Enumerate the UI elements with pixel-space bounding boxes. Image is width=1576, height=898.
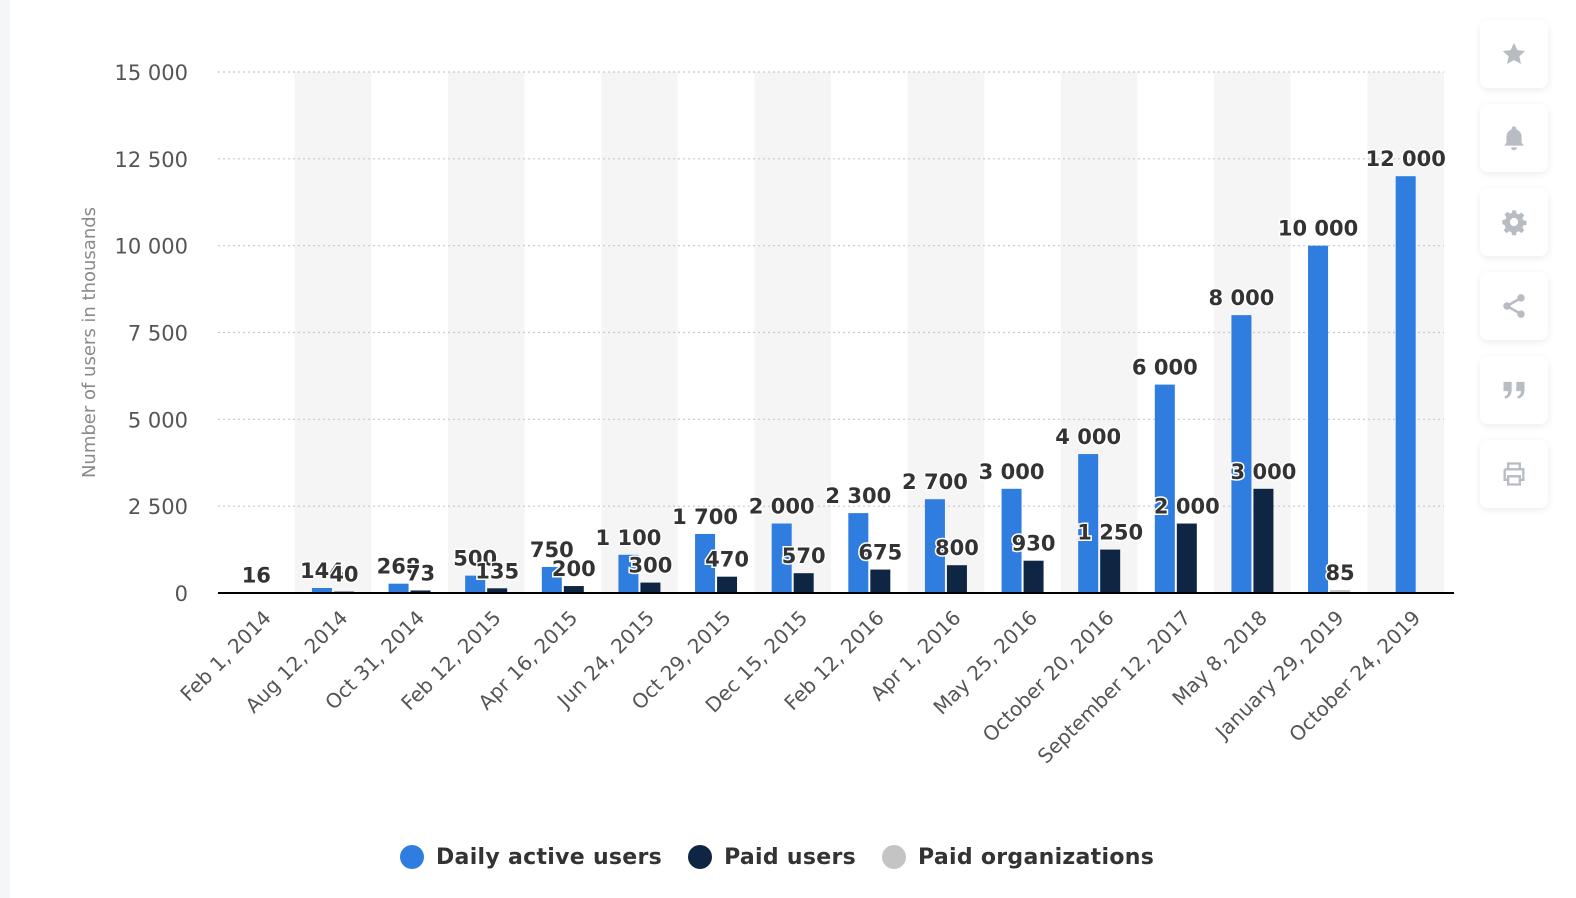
data-label: 85 — [1325, 561, 1354, 585]
data-label: 800 — [935, 536, 979, 560]
bar-daily-active-users — [1395, 176, 1416, 593]
data-label: 300 — [629, 554, 673, 578]
gear-icon — [1502, 210, 1527, 236]
bar-daily-active-users — [695, 533, 716, 593]
bar-daily-active-users — [1078, 454, 1099, 593]
data-label: 12 000 — [1366, 147, 1446, 171]
bar-daily-active-users — [388, 583, 409, 593]
legend-item-paid-organizations[interactable]: Paid organizations — [882, 845, 1154, 870]
data-label: 2 000 — [1154, 495, 1220, 519]
y-tick-label: 7 500 — [128, 322, 188, 346]
chart-legend: Daily active users Paid users Paid organ… — [400, 840, 1154, 874]
data-label: 1 100 — [596, 526, 662, 550]
data-label: 200 — [552, 557, 596, 581]
bar-daily-active-users — [1308, 245, 1329, 593]
bell-icon — [1504, 126, 1524, 151]
y-tick-label: 5 000 — [128, 408, 188, 432]
y-tick-label: 0 — [175, 582, 188, 606]
chart-toolbar — [1480, 20, 1548, 524]
x-tick-label: January 29, 2019 — [1209, 606, 1348, 745]
bar-daily-active-users — [1231, 315, 1252, 593]
data-label: 1 250 — [1077, 521, 1143, 545]
data-label: 2 000 — [749, 495, 815, 519]
data-label: 144 — [300, 559, 344, 583]
bar-paid-users — [1023, 560, 1044, 593]
x-tick-label: October 20, 2016 — [978, 606, 1119, 747]
settings-button[interactable] — [1480, 188, 1548, 256]
data-label: 1 700 — [672, 505, 738, 529]
data-label: 500 — [453, 547, 497, 571]
data-label: 268 — [377, 555, 421, 579]
bar-daily-active-users — [1154, 384, 1175, 593]
data-label: 570 — [782, 544, 826, 568]
quote-icon — [1503, 381, 1525, 399]
bar-paid-users — [793, 573, 814, 593]
bar-paid-users — [563, 586, 584, 593]
legend-dot-paid-users — [688, 845, 713, 869]
category-band — [907, 72, 985, 593]
data-label: 40 — [329, 563, 358, 587]
data-label: 470 — [705, 548, 749, 572]
bar-paid-users — [1176, 523, 1197, 593]
bar-paid-users — [410, 590, 431, 593]
bar-daily-active-users — [465, 575, 486, 593]
bar-daily-active-users — [541, 566, 562, 593]
bar-paid-users — [946, 565, 967, 593]
legend-label-daily-active-users: Daily active users — [436, 844, 663, 870]
x-tick-label: October 24, 2019 — [1284, 606, 1425, 747]
data-label: 8 000 — [1209, 286, 1275, 310]
y-tick-label: 10 000 — [115, 235, 188, 259]
bar-paid-users — [717, 576, 738, 593]
print-button[interactable] — [1480, 440, 1548, 508]
data-label: 73 — [406, 561, 435, 585]
notification-button[interactable] — [1480, 104, 1548, 172]
favorite-button[interactable] — [1480, 20, 1548, 88]
data-label: 3 000 — [1231, 460, 1297, 484]
data-label: 3 000 — [979, 460, 1045, 484]
bar-paid-users — [1100, 549, 1121, 593]
data-label: 750 — [530, 538, 574, 562]
bar-daily-active-users — [311, 587, 332, 593]
bar-daily-active-users — [924, 499, 945, 593]
bar-paid-users — [1253, 488, 1274, 593]
x-tick-label: September 12, 2017 — [1033, 606, 1196, 769]
y-axis-title: Number of users in thousands — [79, 207, 100, 478]
share-button[interactable] — [1480, 272, 1548, 340]
legend-item-daily-active-users[interactable]: Daily active users — [400, 845, 662, 870]
legend-dot-paid-organizations — [882, 845, 907, 869]
bar-daily-active-users — [1001, 488, 1022, 593]
data-label: 2 300 — [825, 484, 891, 508]
bar-paid-organizations — [1330, 590, 1351, 593]
print-icon — [1503, 462, 1525, 486]
data-label: 6 000 — [1132, 356, 1198, 380]
legend-label-paid-organizations: Paid organizations — [918, 844, 1155, 870]
category-band — [1214, 72, 1291, 593]
y-tick-label: 15 000 — [115, 61, 188, 85]
data-label: 2 700 — [902, 470, 968, 494]
data-label: 16 — [242, 563, 271, 587]
share-icon — [1503, 294, 1525, 318]
bar-chart: 0 2 500 5 000 7 500 10 000 12 500 15 000 Number… — [79, 61, 1454, 769]
data-label: 930 — [1012, 532, 1056, 556]
bar-daily-active-users — [771, 523, 792, 593]
category-band — [447, 72, 525, 593]
legend-label-paid-users: Paid users — [724, 844, 857, 870]
bar-paid-users — [640, 582, 661, 593]
data-label: 4 000 — [1055, 425, 1121, 449]
y-tick-label: 12 500 — [115, 148, 188, 172]
star-icon — [1502, 42, 1526, 65]
bar-daily-active-users — [618, 554, 639, 593]
bar-paid-users — [870, 569, 891, 593]
legend-item-paid-users[interactable]: Paid users — [688, 845, 856, 870]
data-label: 135 — [475, 559, 519, 583]
data-label: 10 000 — [1278, 217, 1358, 241]
bar-paid-users — [487, 588, 508, 593]
legend-dot-daily-active-users — [400, 845, 424, 869]
data-label: 675 — [858, 541, 902, 565]
bar-daily-active-users — [848, 513, 869, 593]
cite-button[interactable] — [1480, 356, 1548, 424]
chart-card: 0 2 500 5 000 7 500 10 000 12 500 15 000 Number… — [10, 0, 1576, 898]
y-tick-label: 2 500 — [128, 495, 188, 519]
